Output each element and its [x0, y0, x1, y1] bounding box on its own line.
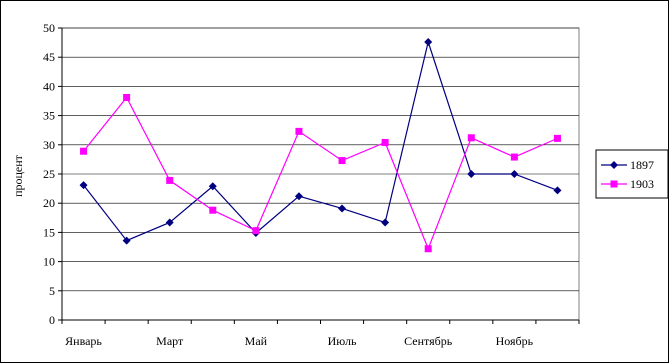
y-tick-labels: 0 5 10 15 20 25 30 35 40 45 50 [43, 21, 55, 327]
data-point [166, 176, 174, 184]
y-tick-label: 45 [43, 50, 55, 64]
y-tick-label: 30 [43, 138, 55, 152]
data-point [79, 181, 88, 190]
y-tick-label: 50 [43, 21, 55, 35]
data-point [424, 38, 433, 47]
y-axis-label: процент [11, 154, 25, 197]
data-point [294, 192, 303, 201]
data-point [208, 182, 217, 191]
data-point [381, 138, 389, 146]
x-tick-label: Май [245, 334, 268, 348]
y-tick-label: 0 [49, 313, 55, 327]
series-line [83, 39, 558, 242]
x-tick-label: Ноябрь [496, 334, 534, 348]
data-point [467, 170, 476, 178]
x-tick-label: Июль [328, 334, 357, 348]
data-point [553, 134, 561, 142]
data-point [381, 218, 390, 227]
legend: 1897 1903 [595, 149, 669, 199]
data-point [80, 147, 88, 155]
legend-marker [610, 180, 618, 188]
series-1903 [80, 93, 561, 253]
data-point [338, 204, 347, 213]
x-tick-labels: Январь Март Май Июль Сентябрь Ноябрь [65, 334, 533, 348]
legend-label: 1903 [630, 177, 654, 191]
x-tick-label: Сентябрь [404, 334, 453, 348]
legend-box [595, 149, 669, 199]
legend-label: 1897 [630, 158, 654, 172]
data-point [510, 153, 518, 161]
data-point [338, 157, 346, 165]
y-tick-label: 15 [43, 225, 55, 239]
data-point [122, 236, 131, 245]
data-point [553, 186, 562, 195]
series-group [79, 38, 562, 253]
data-point [165, 218, 174, 227]
legend-marker [610, 161, 618, 169]
y-tick-label: 20 [43, 196, 55, 210]
data-point [209, 206, 217, 214]
y-tick-label: 25 [43, 167, 55, 181]
x-tick-label: Март [156, 334, 184, 348]
x-tick-label: Январь [65, 334, 102, 348]
y-tick-label: 40 [43, 79, 55, 93]
data-point [467, 134, 475, 142]
legend-entry: 1903 [601, 177, 654, 191]
data-point [510, 170, 519, 178]
data-point [295, 127, 303, 135]
legend-entry: 1897 [601, 158, 654, 172]
y-tick-label: 10 [43, 255, 55, 269]
data-point [424, 245, 432, 253]
y-tick-label: 5 [49, 284, 55, 298]
axes [58, 27, 580, 324]
series-line [83, 96, 558, 251]
data-point [252, 227, 260, 235]
y-tick-label: 35 [43, 109, 55, 123]
series-1897 [79, 38, 562, 245]
data-point [123, 93, 131, 101]
